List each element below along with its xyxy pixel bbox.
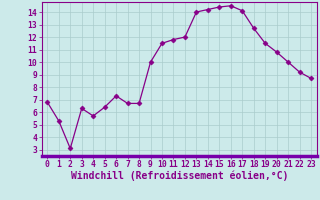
X-axis label: Windchill (Refroidissement éolien,°C): Windchill (Refroidissement éolien,°C) [70,171,288,181]
